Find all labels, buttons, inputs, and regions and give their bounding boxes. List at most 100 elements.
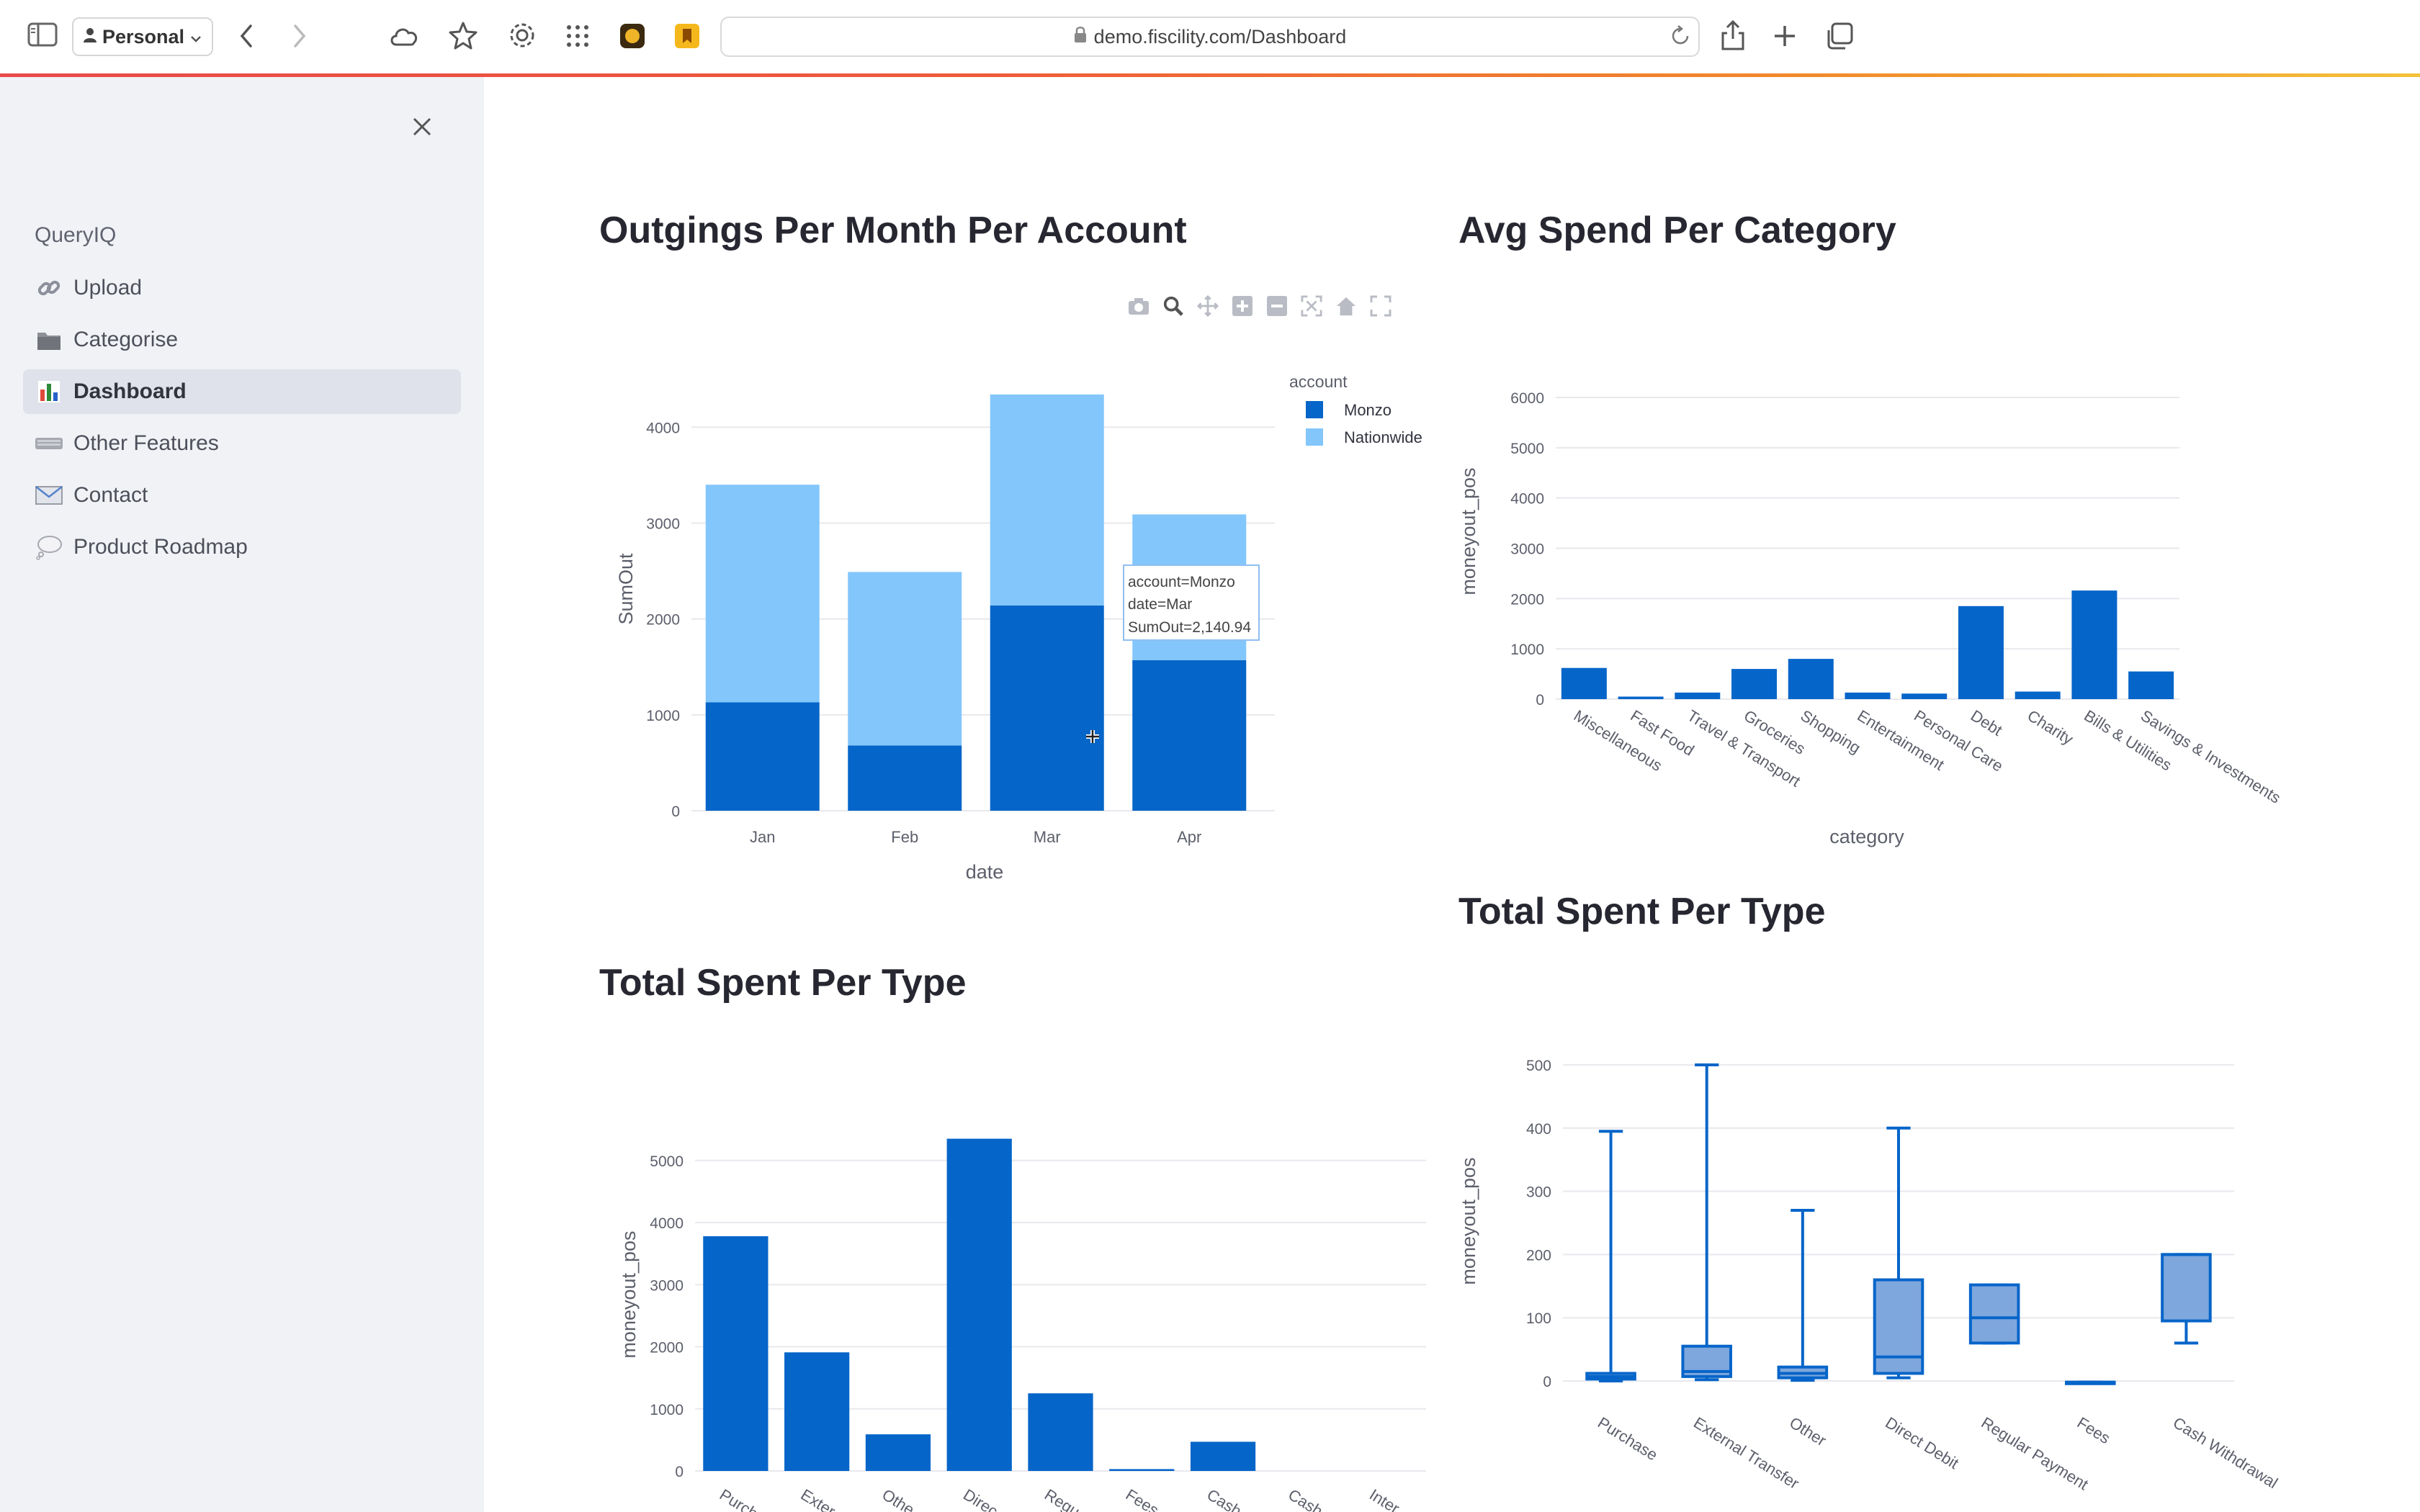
bar-type[interactable] (946, 1138, 1012, 1471)
bar-category[interactable] (2015, 691, 2061, 699)
bar-type[interactable] (1028, 1393, 1093, 1471)
gear-icon[interactable] (507, 20, 537, 50)
chart-title-avg-spend: Avg Spend Per Category (1458, 210, 1896, 251)
y-tick-label: 5000 (1510, 441, 1544, 457)
bar-category[interactable] (1845, 692, 1891, 699)
box-direct-debit[interactable] (1873, 1126, 1924, 1380)
sidebar-item-product-roadmap[interactable]: Product Roadmap (23, 525, 461, 570)
x-tick-label: Exter (798, 1485, 839, 1512)
zoom-icon[interactable] (1162, 295, 1184, 317)
bar-category[interactable] (1675, 692, 1721, 699)
sidebar-item-upload[interactable]: Upload (23, 266, 461, 310)
bar-monzo-mar[interactable] (990, 605, 1104, 811)
sidebar-toggle-icon[interactable] (27, 22, 58, 48)
y-tick-label: 6000 (1510, 390, 1544, 407)
url-bar[interactable]: demo.fiscility.com/Dashboard (720, 17, 1700, 57)
forward-icon[interactable] (288, 22, 310, 50)
fullscreen-icon[interactable] (1370, 295, 1392, 317)
x-tick-label: Cash (1285, 1485, 1326, 1512)
reload-icon[interactable] (1670, 24, 1691, 48)
bar-nationwide-feb[interactable] (848, 572, 962, 746)
bookmark-icon[interactable] (674, 23, 700, 49)
y-tick-label: 5000 (650, 1153, 684, 1170)
bar-type[interactable] (1190, 1441, 1256, 1471)
url-text: demo.fiscility.com/Dashboard (1093, 25, 1347, 48)
sidebar-item-label: Upload (73, 276, 143, 300)
pan-icon[interactable] (1197, 294, 1219, 318)
chart-total-spent-per-type-bar: 0 1000 2000 3000 4000 5000 Purch Exter Othe Direc… (618, 1138, 1426, 1512)
sidebar-item-label: Contact (73, 483, 148, 507)
y-tick-label: 0 (1536, 692, 1544, 708)
box-regular-payment[interactable] (1968, 1283, 2020, 1345)
camera-icon[interactable] (1128, 295, 1150, 317)
hover-tooltip: account=Monzo date=Mar SumOut=2,140.94 (1123, 564, 1260, 641)
box-purchase[interactable] (1585, 1130, 1636, 1382)
bar-category[interactable] (2128, 671, 2174, 699)
back-icon[interactable] (236, 22, 258, 50)
bar-type[interactable] (865, 1434, 931, 1471)
bar-category[interactable] (1561, 667, 1607, 699)
bar-monzo-jan[interactable] (705, 702, 820, 811)
tabs-icon[interactable] (1825, 22, 1854, 50)
bar-monzo-apr[interactable] (1132, 660, 1247, 811)
y-axis-label: moneyout_pos (1458, 1157, 1479, 1284)
extension-icon[interactable] (619, 23, 645, 49)
sidebar-item-label: Dashboard (73, 379, 187, 403)
x-axis-label: date (966, 861, 1004, 883)
legend-label-nationwide[interactable]: Nationwide (1344, 428, 1422, 446)
sidebar-item-categorise[interactable]: Categorise (23, 318, 461, 362)
x-tick-label: Cash (1204, 1485, 1245, 1512)
bar-type[interactable] (784, 1352, 850, 1471)
share-icon[interactable] (1720, 19, 1746, 52)
bar-category[interactable] (1788, 659, 1834, 699)
legend-label-monzo[interactable]: Monzo (1344, 401, 1392, 419)
home-icon[interactable] (1335, 295, 1357, 317)
y-tick-label: 4000 (646, 420, 680, 436)
close-icon[interactable] (408, 112, 436, 141)
bar-nationwide-jan[interactable] (705, 485, 820, 703)
bar-category[interactable] (1901, 693, 1948, 699)
bar-monzo-feb[interactable] (848, 745, 962, 811)
bar-category[interactable] (1731, 669, 1778, 699)
box-cash-withdrawal[interactable] (2161, 1253, 2212, 1345)
chart-legend: account Monzo Nationwide (1289, 372, 1422, 446)
bar-type[interactable] (703, 1236, 768, 1471)
x-tick-label: Regu (1041, 1485, 1083, 1512)
y-axis-label: moneyout_pos (1458, 467, 1479, 595)
x-tick-label: Mar (1034, 828, 1061, 846)
y-tick-label: 1000 (650, 1402, 684, 1418)
plus-icon[interactable] (1772, 23, 1798, 49)
bar-nationwide-mar[interactable] (990, 394, 1104, 606)
sidebar-item-other-features[interactable]: Other Features (23, 421, 461, 466)
autoscale-icon[interactable] (1301, 295, 1322, 317)
lock-icon (1074, 26, 1087, 48)
bar-category[interactable] (1958, 606, 2004, 699)
y-tick-label: 400 (1526, 1121, 1551, 1138)
tooltip-line-1: account=Monzo (1128, 574, 1235, 590)
profile-button[interactable]: Personal (72, 17, 213, 56)
sidebar-item-contact[interactable]: Contact (23, 473, 461, 518)
cloud-icon[interactable] (389, 22, 421, 50)
legend-swatch-monzo[interactable] (1306, 401, 1323, 418)
legend-title: account (1289, 372, 1348, 391)
star-icon[interactable] (448, 20, 478, 50)
box-external-transfer[interactable] (1681, 1063, 1732, 1382)
crosshair-cursor-icon (1086, 730, 1099, 743)
x-tick-label: Fees (2074, 1413, 2114, 1447)
x-tick-label: Direct Debit (1882, 1413, 1962, 1472)
zoom-out-icon[interactable] (1266, 295, 1288, 317)
bar-category[interactable] (1618, 696, 1664, 699)
y-axis-label: SumOut (615, 553, 637, 625)
zoom-in-icon[interactable] (1232, 295, 1253, 317)
x-tick-label: Direc (960, 1485, 1001, 1512)
box-other[interactable] (1777, 1208, 1829, 1382)
sidebar-item-dashboard[interactable]: Dashboard (23, 369, 461, 414)
box-fees[interactable] (2065, 1380, 2116, 1385)
box-body (1968, 1283, 2020, 1345)
grid-icon[interactable] (565, 23, 591, 49)
y-tick-label: 2000 (650, 1340, 684, 1356)
legend-swatch-nationwide[interactable] (1306, 428, 1323, 446)
bar-type[interactable] (1109, 1469, 1175, 1471)
y-tick-label: 100 (1526, 1310, 1551, 1327)
bar-category[interactable] (2071, 590, 2118, 699)
